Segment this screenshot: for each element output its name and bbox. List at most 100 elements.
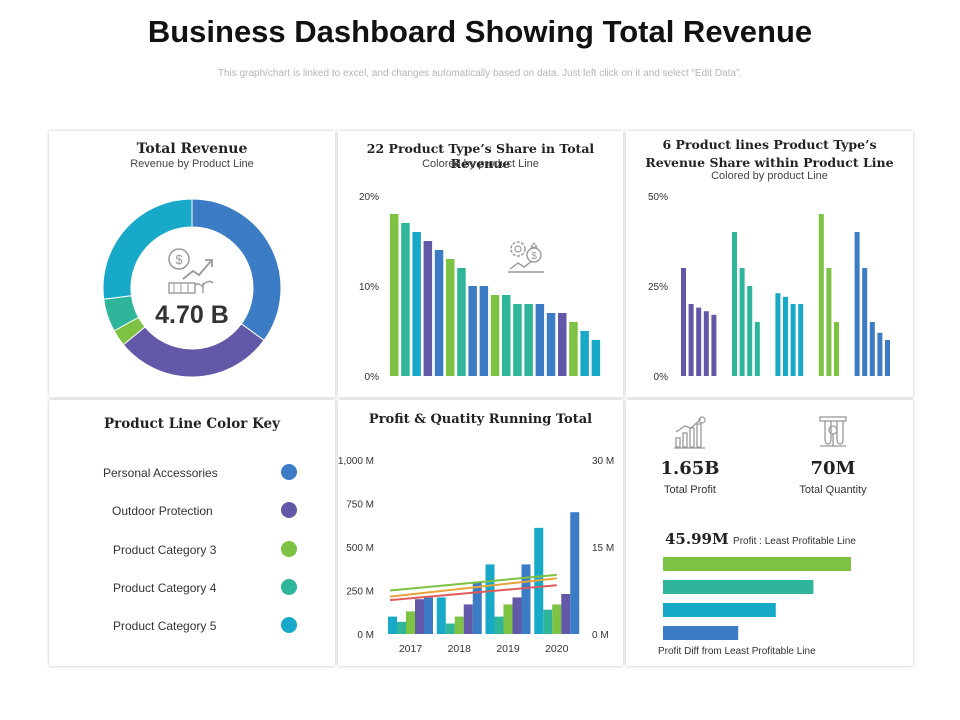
- total-revenue-title: Total Revenue: [136, 141, 248, 157]
- y-tick-label: 0%: [365, 372, 380, 383]
- profit-bar: [561, 593, 571, 634]
- svg-text:$: $: [531, 251, 537, 262]
- line-share-bar: [862, 268, 868, 376]
- page-subtitle: This graph/chart is linked to excel, and…: [217, 68, 743, 79]
- color-key-dot: [281, 541, 297, 557]
- y-tick-label: 0%: [654, 372, 669, 383]
- x-tick-label: 2019: [496, 643, 520, 655]
- total-revenue-value: 4.70 B: [155, 301, 229, 329]
- line-share-bar: [754, 322, 760, 376]
- share-bar: [457, 268, 466, 376]
- line-share-bar: [696, 307, 702, 376]
- donut-slice: [102, 198, 193, 300]
- product-share-bar-chart: 0% 10% 20%: [359, 192, 601, 383]
- y-left-tick-label: 0 M: [357, 630, 374, 641]
- color-key-dot: [281, 617, 297, 633]
- profit-bar: [424, 597, 433, 634]
- profit-diff-bar: [663, 557, 851, 571]
- color-key-dot: [281, 579, 297, 595]
- line-share-bar: [854, 232, 860, 376]
- line-share-bar: [747, 286, 753, 376]
- color-key-panel: Product Line Color Key Personal Accessor…: [49, 400, 335, 666]
- trend-line: [389, 577, 557, 598]
- color-key-label: Personal Accessories: [103, 466, 218, 480]
- profit-bar: [512, 597, 522, 634]
- share-bar: [401, 223, 410, 376]
- profit-bar: [552, 604, 562, 634]
- donut-slice: [122, 323, 265, 378]
- line-share-bar: [703, 311, 709, 376]
- line-share-bar: [783, 296, 788, 376]
- total-quantity-label: Total Quantity: [799, 484, 867, 496]
- share-bar: [434, 250, 444, 376]
- y-left-tick-label: 500 M: [346, 543, 374, 554]
- trend-line: [389, 573, 557, 592]
- svg-text:$: $: [175, 252, 183, 267]
- trend-line: [389, 584, 557, 602]
- line-share-bar: [688, 304, 694, 376]
- color-key-title: Product Line Color Key: [104, 416, 280, 432]
- total-quantity-value: 70M: [810, 458, 856, 479]
- total-profit-label: Total Profit: [664, 484, 716, 496]
- share-bar: [580, 331, 589, 376]
- product-lines-bar-chart: 0% 25% 50%: [648, 192, 890, 383]
- least-profitable-row: 45.99M Profit : Least Profitable Line: [665, 530, 856, 549]
- profit-bar: [521, 564, 531, 634]
- least-profitable-label: Profit : Least Profitable Line: [733, 536, 856, 547]
- share-bar: [569, 322, 578, 376]
- product-share-panel: 22 Product Type’s Share in Total Revenue…: [338, 131, 623, 397]
- y-right-tick-label: 15 M: [592, 543, 614, 554]
- revenue-donut-chart: [102, 198, 282, 378]
- share-bar: [479, 286, 489, 376]
- share-bar: [390, 214, 399, 376]
- line-share-bar: [826, 268, 832, 376]
- profit-diff-bar: [663, 603, 776, 617]
- share-bar: [558, 313, 567, 376]
- y-tick-label: 50%: [648, 192, 668, 203]
- profit-diff-bar: [663, 580, 814, 594]
- line-share-bar: [681, 268, 686, 376]
- profit-quantity-chart: 0 M 250 M 500 M 750 M 1,000 M 0 M 15 M 30 M 2017…: [338, 456, 614, 655]
- profit-bar: [503, 604, 513, 634]
- profit-bar: [445, 623, 455, 634]
- y-tick-label: 10%: [359, 282, 379, 293]
- share-bar: [490, 295, 500, 376]
- y-left-tick-label: 750 M: [346, 500, 374, 511]
- line-share-bar: [818, 214, 824, 376]
- profit-bar: [570, 512, 580, 634]
- total-revenue-subtitle: Revenue by Product Line: [130, 158, 254, 170]
- profit-bar: [415, 599, 424, 634]
- color-key-label: Outdoor Protection: [112, 504, 213, 518]
- product-share-subtitle: Colored by product Line: [422, 158, 539, 170]
- color-key-item: Product Category 3: [49, 541, 335, 561]
- color-key-dot: [281, 464, 297, 480]
- line-share-bar: [790, 304, 796, 376]
- total-revenue-panel: Total Revenue Revenue by Product Line $ …: [49, 131, 335, 397]
- share-bar: [513, 304, 522, 376]
- color-key-label: Product Category 3: [113, 543, 217, 557]
- product-lines-subtitle: Colored by product Line: [711, 170, 828, 182]
- y-tick-label: 25%: [648, 282, 668, 293]
- share-bar: [524, 304, 533, 376]
- profit-diff-bar: [663, 626, 739, 640]
- line-share-bar: [775, 293, 781, 376]
- color-key-item: Product Category 4: [49, 579, 335, 599]
- y-right-tick-label: 0 M: [592, 630, 609, 641]
- share-bar: [546, 313, 556, 376]
- share-bar: [412, 232, 421, 376]
- line-share-bar: [885, 340, 890, 376]
- product-share-title: 22 Product Type’s Share in Total Revenue: [366, 141, 595, 171]
- profit-diff-bar-chart: [663, 557, 851, 640]
- least-profitable-value: 45.99M: [665, 530, 729, 548]
- y-right-tick-label: 30 M: [592, 456, 614, 467]
- profit-bar: [463, 604, 473, 634]
- share-bar: [591, 340, 601, 376]
- line-share-bar: [732, 232, 737, 376]
- kpi-panel: 1.65B Total Profit 70M Total Quantity 45…: [626, 400, 913, 666]
- x-tick-label: 2020: [545, 643, 569, 655]
- share-bar: [535, 304, 545, 376]
- profit-bar: [406, 611, 415, 634]
- revenue-growth-icon: $: [168, 248, 214, 294]
- total-profit-value: 1.65B: [660, 458, 720, 479]
- profit-bar: [454, 616, 464, 634]
